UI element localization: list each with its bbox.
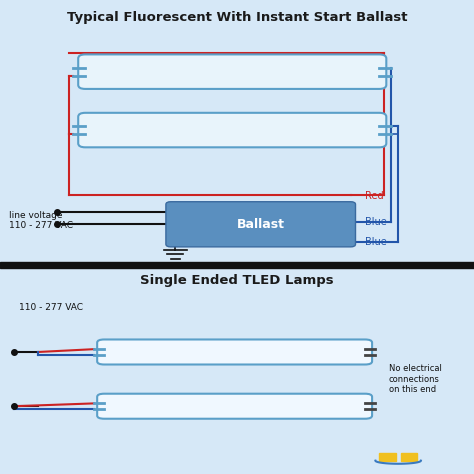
Text: line voltage
110 - 277 VAC: line voltage 110 - 277 VAC — [9, 210, 73, 230]
FancyBboxPatch shape — [166, 202, 356, 247]
Text: Ballast: Ballast — [237, 218, 285, 231]
FancyBboxPatch shape — [97, 394, 372, 419]
Text: Single Ended TLED Lamps: Single Ended TLED Lamps — [140, 274, 334, 287]
Text: No electrical
connections
on this end: No electrical connections on this end — [389, 364, 442, 394]
Text: 110 - 277 VAC: 110 - 277 VAC — [19, 303, 83, 311]
Text: Blue: Blue — [365, 217, 387, 227]
Bar — [379, 453, 396, 461]
FancyBboxPatch shape — [78, 55, 386, 89]
Text: Red: Red — [365, 191, 383, 201]
Text: Blue: Blue — [365, 237, 387, 246]
FancyBboxPatch shape — [97, 339, 372, 365]
Text: Typical Fluorescent With Instant Start Ballast: Typical Fluorescent With Instant Start B… — [67, 10, 407, 24]
Bar — [401, 453, 417, 461]
FancyBboxPatch shape — [78, 113, 386, 147]
